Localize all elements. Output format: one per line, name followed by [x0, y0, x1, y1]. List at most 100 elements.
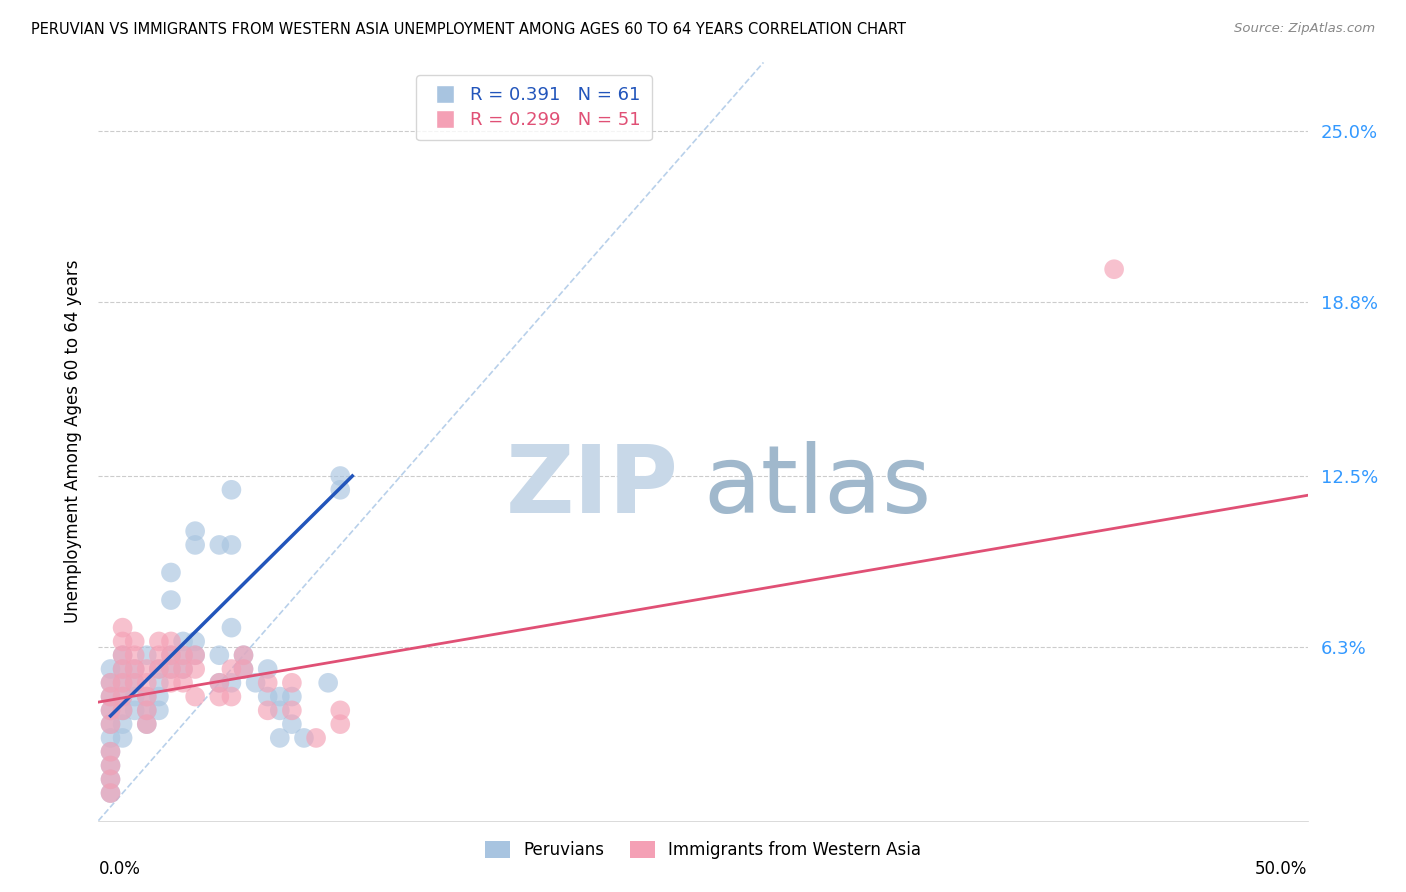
Point	[160, 566, 183, 580]
Point	[100, 731, 122, 745]
Point	[111, 634, 134, 648]
Point	[111, 703, 134, 717]
Point	[124, 703, 146, 717]
Legend: R = 0.391   N = 61, R = 0.299   N = 51: R = 0.391 N = 61, R = 0.299 N = 51	[416, 75, 651, 140]
Point	[160, 648, 183, 663]
Point	[208, 675, 231, 690]
Point	[100, 675, 122, 690]
Text: 50.0%: 50.0%	[1256, 860, 1308, 878]
Point	[269, 731, 291, 745]
Point	[100, 717, 122, 731]
Text: 0.0%: 0.0%	[98, 860, 141, 878]
Point	[100, 690, 122, 704]
Point	[184, 538, 207, 552]
Point	[172, 648, 194, 663]
Point	[184, 634, 207, 648]
Point	[100, 717, 122, 731]
Point	[111, 690, 134, 704]
Point	[232, 648, 254, 663]
Legend: Peruvians, Immigrants from Western Asia: Peruvians, Immigrants from Western Asia	[478, 834, 928, 866]
Point	[111, 731, 134, 745]
Point	[160, 593, 183, 607]
Point	[100, 786, 122, 800]
Point	[148, 690, 170, 704]
Point	[305, 731, 328, 745]
Point	[100, 745, 122, 759]
Point	[221, 675, 243, 690]
Point	[232, 648, 254, 663]
Point	[124, 662, 146, 676]
Point	[160, 662, 183, 676]
Point	[135, 690, 157, 704]
Point	[221, 538, 243, 552]
Point	[111, 662, 134, 676]
Point	[232, 662, 254, 676]
Point	[160, 662, 183, 676]
Point	[172, 675, 194, 690]
Point	[160, 675, 183, 690]
Point	[100, 703, 122, 717]
Point	[100, 758, 122, 772]
Point	[160, 648, 183, 663]
Point	[148, 662, 170, 676]
Text: atlas: atlas	[703, 441, 931, 533]
Point	[269, 690, 291, 704]
Point	[135, 648, 157, 663]
Point	[184, 690, 207, 704]
Point	[148, 675, 170, 690]
Point	[111, 648, 134, 663]
Point	[292, 731, 315, 745]
Point	[100, 786, 122, 800]
Point	[135, 690, 157, 704]
Point	[221, 662, 243, 676]
Point	[281, 675, 304, 690]
Point	[281, 717, 304, 731]
Point	[111, 717, 134, 731]
Point	[111, 662, 134, 676]
Point	[124, 690, 146, 704]
Point	[135, 703, 157, 717]
Point	[124, 675, 146, 690]
Point	[208, 690, 231, 704]
Point	[329, 469, 352, 483]
Text: Source: ZipAtlas.com: Source: ZipAtlas.com	[1234, 22, 1375, 36]
Point	[148, 662, 170, 676]
Point	[124, 634, 146, 648]
Text: PERUVIAN VS IMMIGRANTS FROM WESTERN ASIA UNEMPLOYMENT AMONG AGES 60 TO 64 YEARS : PERUVIAN VS IMMIGRANTS FROM WESTERN ASIA…	[31, 22, 905, 37]
Text: ZIP: ZIP	[506, 441, 679, 533]
Point	[111, 675, 134, 690]
Point	[221, 483, 243, 497]
Point	[172, 662, 194, 676]
Point	[100, 745, 122, 759]
Point	[184, 524, 207, 538]
Point	[172, 648, 194, 663]
Point	[281, 690, 304, 704]
Point	[148, 648, 170, 663]
Point	[100, 690, 122, 704]
Point	[100, 675, 122, 690]
Point	[329, 717, 352, 731]
Point	[1102, 262, 1125, 277]
Point	[256, 690, 278, 704]
Point	[135, 703, 157, 717]
Y-axis label: Unemployment Among Ages 60 to 64 years: Unemployment Among Ages 60 to 64 years	[63, 260, 82, 624]
Point	[256, 703, 278, 717]
Point	[184, 662, 207, 676]
Point	[135, 662, 157, 676]
Point	[245, 675, 267, 690]
Point	[256, 675, 278, 690]
Point	[329, 703, 352, 717]
Point	[329, 483, 352, 497]
Point	[135, 717, 157, 731]
Point	[184, 648, 207, 663]
Point	[100, 772, 122, 787]
Point	[148, 634, 170, 648]
Point	[221, 621, 243, 635]
Point	[111, 703, 134, 717]
Point	[100, 758, 122, 772]
Point	[111, 648, 134, 663]
Point	[124, 662, 146, 676]
Point	[184, 648, 207, 663]
Point	[135, 675, 157, 690]
Point	[281, 703, 304, 717]
